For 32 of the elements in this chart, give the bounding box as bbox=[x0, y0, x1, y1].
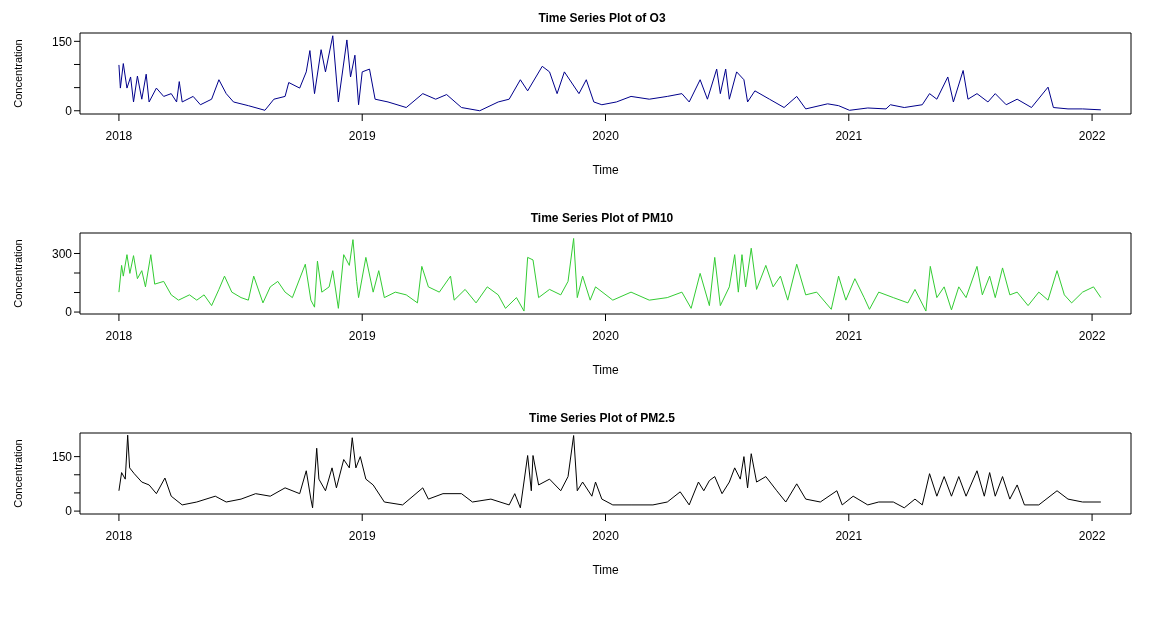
y-tick-label: 0 bbox=[65, 305, 73, 320]
x-tick-label: 2022 bbox=[1078, 328, 1106, 343]
x-axis-title: Time bbox=[592, 163, 619, 177]
x-tick-label: 2021 bbox=[835, 328, 863, 343]
line-series bbox=[118, 237, 1102, 312]
y-axis-title: Concentration bbox=[11, 39, 24, 108]
x-axis-title: Time bbox=[592, 363, 619, 377]
y-tick-label: 150 bbox=[51, 34, 73, 49]
y-tick-label: 0 bbox=[65, 104, 73, 119]
x-tick-label: 2019 bbox=[348, 328, 376, 343]
y-tick-label: 300 bbox=[51, 246, 73, 261]
x-tick-label: 2022 bbox=[1078, 128, 1106, 143]
x-axis-title: Time bbox=[592, 563, 619, 577]
x-tick-label: 2020 bbox=[592, 128, 620, 143]
x-tick-label: 2018 bbox=[105, 328, 133, 343]
chart-title: Time Series Plot of PM2.5 bbox=[528, 410, 676, 427]
x-tick-label: 2021 bbox=[835, 128, 863, 143]
line-series bbox=[118, 35, 1102, 112]
x-tick-label: 2018 bbox=[105, 128, 133, 143]
x-tick-label: 2019 bbox=[348, 128, 376, 143]
x-tick-label: 2018 bbox=[105, 528, 133, 543]
x-tick-label: 2021 bbox=[835, 528, 863, 543]
chart-title: Time Series Plot of O3 bbox=[537, 10, 667, 27]
chart-title: Time Series Plot of PM10 bbox=[529, 210, 675, 227]
y-axis-title: Concentration bbox=[11, 239, 24, 308]
y-tick-label: 0 bbox=[65, 504, 73, 519]
x-tick-label: 2022 bbox=[1078, 528, 1106, 543]
x-tick-label: 2020 bbox=[592, 328, 620, 343]
x-tick-label: 2020 bbox=[592, 528, 620, 543]
y-tick-label: 150 bbox=[51, 449, 73, 464]
x-tick-label: 2019 bbox=[348, 528, 376, 543]
y-axis-title: Concentration bbox=[11, 439, 24, 508]
